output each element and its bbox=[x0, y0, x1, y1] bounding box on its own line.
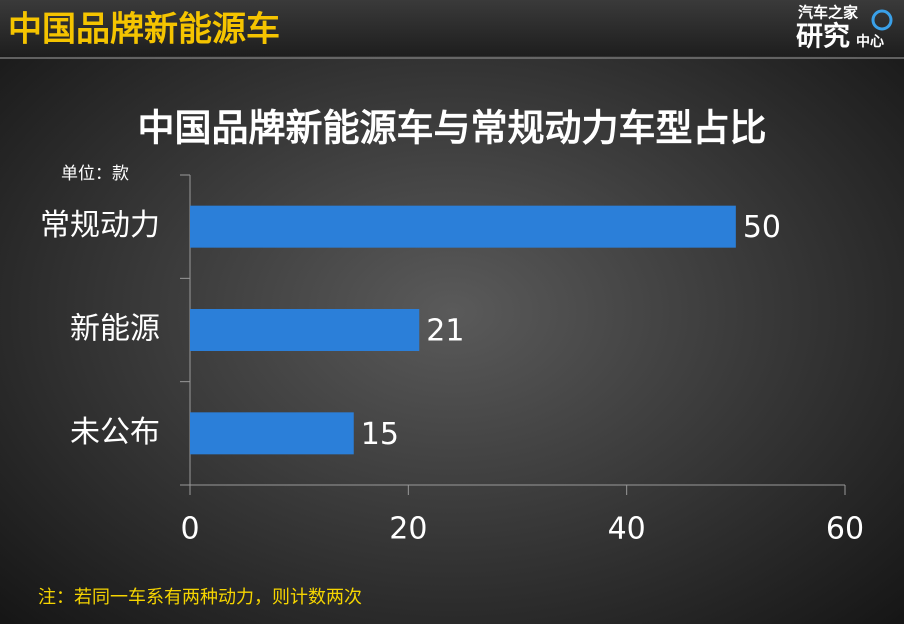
x-tick-label: 20 bbox=[389, 512, 427, 547]
header-title: 中国品牌新能源车 bbox=[8, 10, 280, 50]
logo-top: 汽车之家 bbox=[798, 4, 858, 22]
y-tick-label: 常规动力 bbox=[40, 208, 160, 243]
bar bbox=[190, 205, 736, 248]
logo-icon bbox=[871, 9, 893, 31]
x-tick-label: 40 bbox=[608, 512, 646, 547]
bar bbox=[190, 309, 420, 351]
bar bbox=[190, 412, 354, 455]
footnote: 注：若同一车系有两种动力，则计数两次 bbox=[38, 587, 362, 608]
x-tick-label: 0 bbox=[180, 512, 199, 547]
value-label: 15 bbox=[361, 417, 399, 452]
logo-side: 中心 bbox=[856, 33, 884, 50]
logo-main: 研究 bbox=[796, 21, 850, 53]
y-tick-label: 未公布 bbox=[70, 415, 160, 450]
x-tick-label: 60 bbox=[826, 512, 864, 547]
value-label: 21 bbox=[426, 314, 464, 349]
y-tick-label: 新能源 bbox=[70, 312, 160, 347]
plot: 0 20 40 60 常规动力 50 新能源 21 未公布 15 bbox=[40, 174, 864, 547]
value-label: 50 bbox=[743, 210, 781, 245]
header-bar bbox=[0, 0, 904, 56]
chart-title: 中国品牌新能源车与常规动力车型占比 bbox=[138, 107, 767, 150]
unit-label: 单位：款 bbox=[61, 164, 129, 184]
